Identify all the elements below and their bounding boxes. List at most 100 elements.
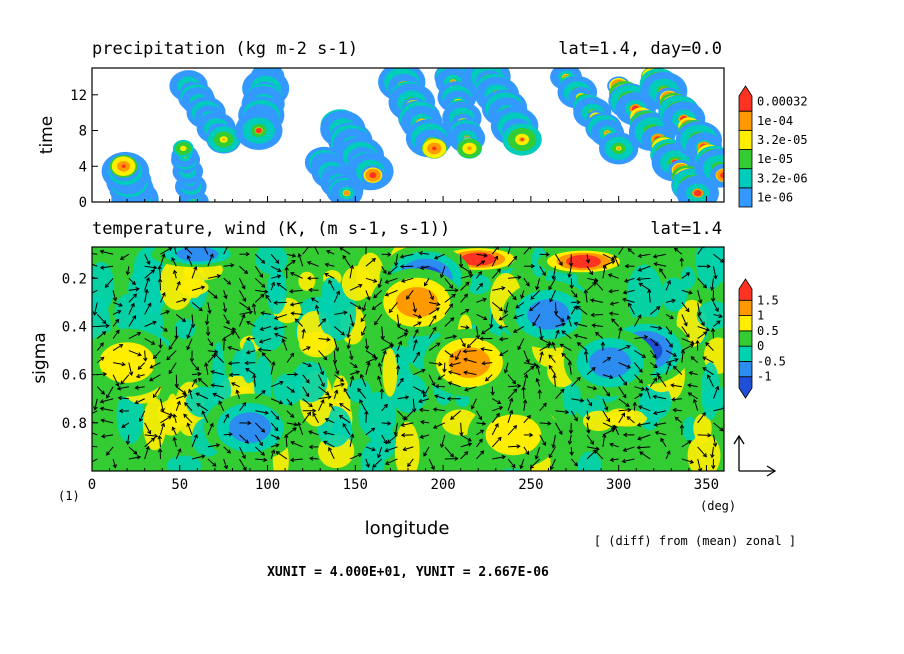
- top-ytick-label: 8: [79, 124, 87, 140]
- wind-arrow: [590, 299, 603, 303]
- wind-arrowhead: [308, 444, 313, 450]
- wind-arrow: [349, 284, 362, 291]
- wind-arrowhead: [400, 432, 406, 438]
- wind-arrow: [207, 289, 218, 299]
- wind-arrowhead: [592, 386, 598, 391]
- wind-arrow: [602, 386, 610, 397]
- wind-arrowhead: [377, 283, 382, 289]
- wind-arrowhead: [324, 272, 329, 277]
- wind-arrowhead: [167, 415, 172, 420]
- wind-arrow: [106, 386, 114, 399]
- wind-arrow: [504, 302, 509, 314]
- wind-arrowhead: [171, 426, 176, 431]
- wind-arrowhead: [660, 437, 665, 443]
- wind-arrowhead: [515, 304, 520, 309]
- xunit-label: (deg): [700, 499, 736, 513]
- wind-arrow: [261, 312, 272, 315]
- wind-arrowhead: [399, 254, 405, 259]
- wind-arrowhead: [657, 325, 663, 331]
- wind-arrow: [276, 282, 288, 291]
- wind-arrow: [318, 399, 325, 411]
- wind-arrow: [552, 434, 556, 448]
- wind-arrowhead: [512, 295, 517, 301]
- wind-arrowhead: [271, 361, 276, 366]
- wind-arrow: [232, 327, 240, 339]
- wind-arrowhead: [549, 298, 554, 303]
- wind-arrow: [460, 274, 473, 279]
- wind-arrowhead: [284, 433, 289, 439]
- wind-arrowhead: [710, 286, 715, 292]
- wind-arrowhead: [497, 436, 502, 441]
- wind-arrowhead: [366, 361, 371, 366]
- wind-arrow: [378, 278, 383, 288]
- wind-arrowhead: [548, 454, 553, 459]
- wind-arrow: [329, 403, 335, 412]
- wind-arrow: [397, 333, 408, 339]
- wind-arrow: [381, 338, 394, 346]
- wind-arrow: [637, 277, 651, 280]
- wind-arrow: [523, 446, 529, 455]
- wind-arrowhead: [449, 303, 454, 308]
- wind-arrowhead: [353, 363, 358, 368]
- wind-arrowhead: [702, 367, 707, 372]
- wind-arrow: [92, 432, 98, 436]
- top-ytick-label: 0: [79, 195, 87, 211]
- wind-arrow: [254, 294, 265, 303]
- wind-arrow: [144, 254, 150, 265]
- wind-arrow: [396, 314, 400, 327]
- wind-arrow: [492, 287, 505, 291]
- wind-arrowhead: [690, 340, 695, 345]
- wind-arrowhead: [346, 344, 351, 350]
- wind-arrowhead: [115, 382, 120, 387]
- wind-arrowhead: [187, 388, 193, 393]
- wind-arrow: [211, 384, 224, 388]
- wind-arrow: [121, 422, 130, 428]
- wind-arrow: [286, 353, 294, 363]
- wind-arrow: [228, 362, 240, 365]
- wind-arrow: [586, 254, 589, 263]
- wind-arrow: [106, 446, 114, 456]
- bottom-yticks: 0.2 0.4 0.6 0.8: [62, 271, 98, 432]
- wind-arrow: [628, 302, 635, 315]
- wind-arrowhead: [593, 449, 599, 454]
- wind-arrow: [159, 423, 165, 436]
- wind-arrow: [424, 278, 430, 286]
- wind-arrow: [191, 455, 205, 460]
- wind-arrow: [592, 324, 603, 327]
- wind-arrowhead: [568, 262, 574, 268]
- wind-arrowhead: [115, 329, 120, 334]
- wind-arrow: [499, 338, 509, 340]
- wind-arrowhead: [115, 318, 120, 324]
- wind-arrow: [491, 413, 500, 424]
- wind-arrow: [523, 362, 537, 366]
- wind-arrow: [144, 437, 155, 448]
- wind-arrowhead: [672, 365, 678, 370]
- wind-arrowhead: [152, 320, 157, 325]
- wind-arrow: [697, 302, 701, 316]
- wind-arrow: [523, 365, 535, 376]
- wind-arrowhead: [640, 386, 646, 391]
- wind-arrow: [315, 305, 319, 315]
- wind-arrow: [285, 434, 288, 447]
- wind-arrowhead: [147, 302, 152, 307]
- wind-arrow: [681, 440, 692, 448]
- wind-arrowhead: [192, 378, 197, 383]
- wind-arrowhead: [464, 387, 469, 392]
- wind-arrowhead: [117, 395, 123, 401]
- wind-arrow: [254, 422, 265, 433]
- wind-arrow: [507, 425, 517, 436]
- colorbar-segment: [738, 187, 753, 208]
- wind-arrowhead: [604, 406, 609, 411]
- wind-arrow: [627, 248, 635, 255]
- wind-arrowhead: [121, 362, 126, 367]
- wind-arrow: [476, 438, 483, 448]
- wind-arrowhead: [172, 413, 177, 418]
- wind-arrow: [239, 314, 245, 327]
- wind-arrowhead: [653, 262, 658, 267]
- wind-arrowhead: [679, 257, 684, 262]
- wind-arrowhead: [551, 275, 556, 281]
- wind-arrowhead: [366, 296, 371, 301]
- wind-arrowhead: [551, 443, 556, 449]
- wind-arrow: [428, 290, 434, 300]
- wind-arrow: [413, 369, 426, 376]
